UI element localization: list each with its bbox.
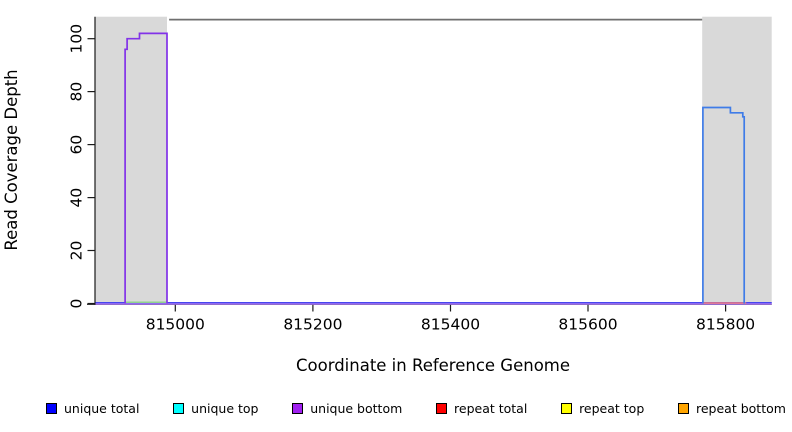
y-tick-label: 40 xyxy=(68,188,86,208)
x-tick-label: 815800 xyxy=(696,316,755,334)
unique-total-swatch-icon xyxy=(46,403,57,414)
legend-label: repeat bottom xyxy=(696,401,786,416)
legend-label: unique top xyxy=(191,401,259,416)
legend-item-unique-bottom: unique bottom xyxy=(292,401,402,416)
x-tick-label: 815200 xyxy=(283,316,342,334)
legend-label: unique bottom xyxy=(310,401,403,416)
legend: unique total unique top unique bottom re… xyxy=(46,401,786,416)
unique-coverage-left-peak xyxy=(124,32,168,304)
shaded-region-right xyxy=(702,16,772,304)
x-axis-title: Coordinate in Reference Genome xyxy=(296,356,570,375)
y-tick-label: 60 xyxy=(68,135,86,155)
repeat-bottom-swatch-icon xyxy=(678,403,689,414)
legend-item-unique-top: unique top xyxy=(173,401,258,416)
legend-item-repeat-top: repeat top xyxy=(561,401,644,416)
legend-item-repeat-bottom: repeat bottom xyxy=(678,401,786,416)
unique-top-swatch-icon xyxy=(173,403,185,414)
legend-label: unique total xyxy=(64,401,140,416)
y-tick-label: 80 xyxy=(68,82,86,102)
legend-label: repeat top xyxy=(579,401,645,416)
legend-item-unique-total: unique total xyxy=(46,401,139,416)
unique-bottom-swatch-icon xyxy=(292,403,304,414)
y-axis-title: Read Coverage Depth xyxy=(2,69,21,250)
chart-layer: 815000 815200 815400 815600 815800 0 20 40 60 80 1… xyxy=(68,16,772,334)
repeat-total-swatch-icon xyxy=(436,403,448,414)
repeat-top-swatch-icon xyxy=(561,403,573,414)
x-tick-label: 815600 xyxy=(558,316,617,334)
legend-item-repeat-total: repeat total xyxy=(436,401,527,416)
y-tick-label: 20 xyxy=(68,241,86,261)
x-tick-label: 815400 xyxy=(421,316,480,334)
y-tick-label: 0 xyxy=(68,299,86,309)
x-tick-label: 815000 xyxy=(146,316,205,334)
y-tick-label: 100 xyxy=(68,24,86,54)
legend-label: repeat total xyxy=(454,401,528,416)
shaded-region-left xyxy=(95,16,167,304)
unique-coverage-right-peak xyxy=(702,106,746,304)
